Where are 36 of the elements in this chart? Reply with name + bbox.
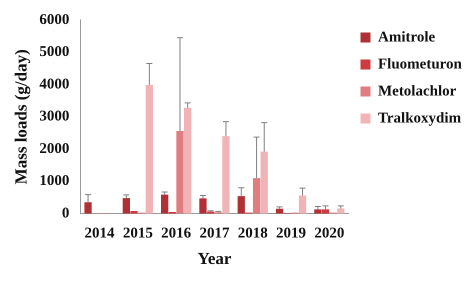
y-tick-label: 1000 — [39, 173, 70, 190]
bar — [84, 202, 92, 214]
bar — [176, 131, 184, 214]
bar — [222, 136, 230, 214]
bar — [184, 108, 192, 214]
y-tick-label: 2000 — [39, 140, 70, 157]
bar — [161, 194, 168, 214]
bar — [298, 196, 306, 214]
y-tick-label: 6000 — [39, 12, 70, 28]
legend-label: Metolachlor — [378, 83, 457, 100]
x-tick-label: 2017 — [199, 225, 230, 242]
y-tick-label: 5000 — [39, 44, 70, 60]
y-axis-title: Mass loads (g/day) — [12, 49, 31, 184]
legend-label: Fluometuron — [378, 56, 463, 72]
x-tick-label: 2016 — [161, 225, 192, 242]
bar — [252, 178, 260, 214]
bar — [314, 209, 322, 214]
y-tick-label: 3000 — [39, 108, 70, 125]
bar — [260, 152, 268, 214]
x-axis-title: Year — [197, 249, 232, 268]
y-tick-label: 4000 — [39, 76, 70, 92]
bar — [238, 196, 245, 214]
x-tick-label: 2018 — [238, 225, 268, 242]
bar — [122, 198, 130, 214]
bar — [322, 209, 330, 214]
legend-label: Amitrole — [378, 29, 436, 46]
bar — [337, 208, 344, 214]
x-tick-label: 2019 — [276, 225, 306, 242]
legend-label: Tralkoxydim — [378, 110, 462, 126]
bar — [146, 84, 153, 214]
x-tick-label: 2020 — [314, 225, 344, 242]
y-tick-label: 0 — [62, 205, 70, 222]
bar — [199, 198, 207, 214]
x-tick-label: 2015 — [122, 225, 153, 242]
x-tick-label: 2014 — [84, 225, 116, 242]
bar — [130, 211, 138, 214]
